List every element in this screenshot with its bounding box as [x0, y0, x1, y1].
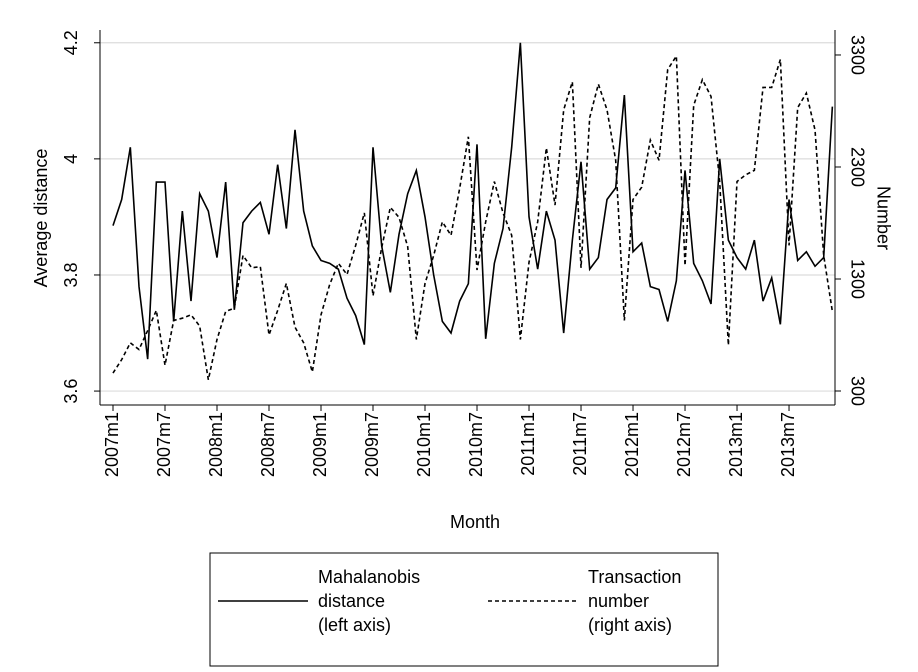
- x-tick-label: 2010m1: [414, 412, 434, 477]
- x-axis-title: Month: [450, 512, 500, 532]
- x-tick-label: 2013m7: [778, 412, 798, 477]
- y2-tick-label: 1300: [847, 259, 867, 299]
- x-tick-label: 2012m7: [674, 412, 694, 477]
- x-tick-label: 2013m1: [726, 412, 746, 477]
- x-tick-label: 2012m1: [622, 412, 642, 477]
- y2-axis-title: Number: [873, 186, 893, 250]
- y-tick-label: 4.2: [61, 30, 81, 55]
- y-tick-label: 4: [61, 154, 81, 164]
- x-tick-label: 2009m1: [310, 412, 330, 477]
- x-tick-label: 2008m1: [206, 412, 226, 477]
- y-tick-label: 3.8: [61, 262, 81, 287]
- y-tick-label: 3.6: [61, 379, 81, 404]
- x-tick-label: 2007m1: [102, 412, 122, 477]
- x-tick-label: 2011m1: [518, 412, 538, 476]
- legend-label: Transaction number (right axis): [588, 567, 686, 635]
- x-tick-label: 2011m7: [570, 412, 590, 476]
- line-series: [112, 53, 834, 380]
- y2-tick-label: 2300: [847, 147, 867, 187]
- x-tick-label: 2008m7: [258, 412, 278, 477]
- y-axis-title: Average distance: [31, 149, 51, 288]
- x-tick-label: 2010m7: [466, 412, 486, 477]
- y2-tick-label: 3300: [847, 35, 867, 75]
- y2-tick-label: 300: [847, 376, 867, 406]
- x-tick-label: 2007m7: [154, 412, 174, 477]
- legend-box: [209, 552, 719, 667]
- x-tick-label: 2009m7: [362, 412, 382, 477]
- legend-label: Mahalanobis distance (left axis): [318, 567, 425, 635]
